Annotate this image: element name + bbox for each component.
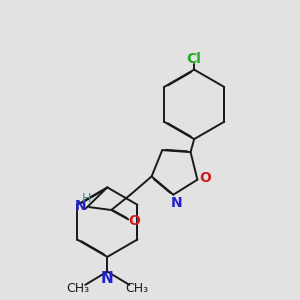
Text: CH₃: CH₃	[66, 282, 89, 295]
Text: N: N	[74, 199, 86, 213]
Text: O: O	[128, 214, 140, 228]
Text: O: O	[200, 171, 212, 185]
Text: N: N	[101, 272, 114, 286]
Text: CH₃: CH₃	[125, 282, 148, 295]
Text: Cl: Cl	[187, 52, 202, 66]
Text: H: H	[82, 192, 92, 205]
Text: N: N	[171, 196, 183, 210]
